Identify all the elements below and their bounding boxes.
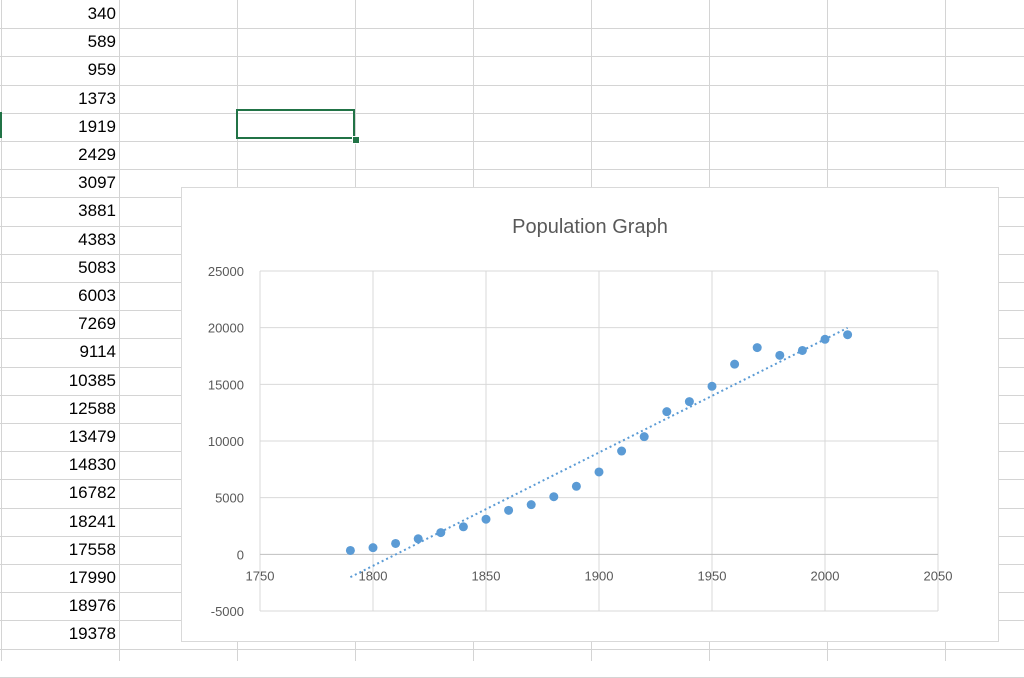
row-gridline xyxy=(0,141,1024,142)
data-point xyxy=(481,514,491,524)
cell-value[interactable]: 4383 xyxy=(78,230,116,249)
selected-cell[interactable] xyxy=(236,109,355,139)
column-gridline xyxy=(119,0,120,661)
row-gridline xyxy=(0,85,1024,86)
data-point xyxy=(617,446,627,456)
data-point xyxy=(549,492,559,502)
cell-value[interactable]: 589 xyxy=(87,32,116,51)
x-tick-label: 1850 xyxy=(472,568,501,583)
cell-value[interactable]: 10385 xyxy=(68,371,116,390)
active-row-indicator xyxy=(0,112,2,138)
y-tick-label: 5000 xyxy=(215,491,244,506)
population-chart[interactable]: 25000 20000 15000 10000 5000 0 -5000 1750 1800 18… xyxy=(181,187,999,642)
x-tick-label: 1750 xyxy=(246,568,275,583)
data-point xyxy=(843,330,853,340)
data-point xyxy=(797,345,807,355)
cell-value[interactable]: 18241 xyxy=(68,512,116,531)
row-gridline xyxy=(0,649,1024,650)
data-point xyxy=(504,505,514,515)
data-point xyxy=(571,481,581,491)
cell-value[interactable]: 3881 xyxy=(78,201,116,220)
cell-value[interactable]: 959 xyxy=(87,60,116,79)
cell-value[interactable]: 5083 xyxy=(78,258,116,277)
x-tick-label: 1800 xyxy=(359,568,388,583)
data-point xyxy=(707,381,717,391)
cell-value[interactable]: 18976 xyxy=(68,596,116,615)
data-point xyxy=(413,534,423,544)
data-point xyxy=(752,343,762,353)
y-tick-label: 20000 xyxy=(208,321,244,336)
row-gridline xyxy=(0,56,1024,57)
cell-value[interactable]: 3097 xyxy=(78,173,116,192)
data-point xyxy=(368,543,378,553)
data-point xyxy=(526,500,536,510)
cell-value[interactable]: 9114 xyxy=(79,342,116,361)
data-point xyxy=(594,467,604,477)
cell-value[interactable]: 1919 xyxy=(78,117,116,136)
cell-value[interactable]: 17558 xyxy=(68,540,116,559)
cell-value[interactable]: 19378 xyxy=(68,624,116,643)
x-tick-label: 2050 xyxy=(924,568,953,583)
cell-value[interactable]: 16782 xyxy=(68,483,116,502)
chart-plot-svg: 25000 20000 15000 10000 5000 0 -5000 1750 1800 18… xyxy=(208,264,953,619)
data-point xyxy=(730,359,740,369)
row-gridline xyxy=(0,169,1024,170)
x-tick-label: 1950 xyxy=(698,568,727,583)
y-tick-label: 25000 xyxy=(208,264,244,279)
y-tick-label: -5000 xyxy=(211,604,244,619)
chart-title: Population Graph xyxy=(512,216,668,238)
cell-value[interactable]: 7269 xyxy=(78,314,116,333)
data-point xyxy=(458,522,468,532)
fill-handle[interactable] xyxy=(352,136,360,144)
row-gridline xyxy=(0,28,1024,29)
data-point xyxy=(639,432,649,442)
cell-value[interactable]: 17990 xyxy=(68,568,116,587)
row-gridline xyxy=(0,113,1024,114)
y-tick-label: 0 xyxy=(237,547,244,562)
column-gridline xyxy=(1,0,2,661)
x-tick-label: 2000 xyxy=(811,568,840,583)
x-tick-label: 1900 xyxy=(585,568,614,583)
data-point xyxy=(820,334,830,344)
cell-value[interactable]: 13479 xyxy=(68,427,116,446)
data-point xyxy=(345,545,355,555)
data-point xyxy=(775,350,785,360)
data-point xyxy=(436,528,446,538)
data-point xyxy=(662,407,672,417)
data-point xyxy=(684,397,694,407)
cell-value[interactable]: 340 xyxy=(87,4,116,23)
cell-value[interactable]: 6003 xyxy=(78,286,116,305)
cell-value[interactable]: 12588 xyxy=(68,399,116,418)
y-tick-label: 10000 xyxy=(208,434,244,449)
y-tick-label: 15000 xyxy=(208,377,244,392)
cell-value[interactable]: 1373 xyxy=(78,89,116,108)
cell-value[interactable]: 14830 xyxy=(68,455,116,474)
data-point xyxy=(391,538,401,548)
cell-value[interactable]: 2429 xyxy=(78,145,116,164)
